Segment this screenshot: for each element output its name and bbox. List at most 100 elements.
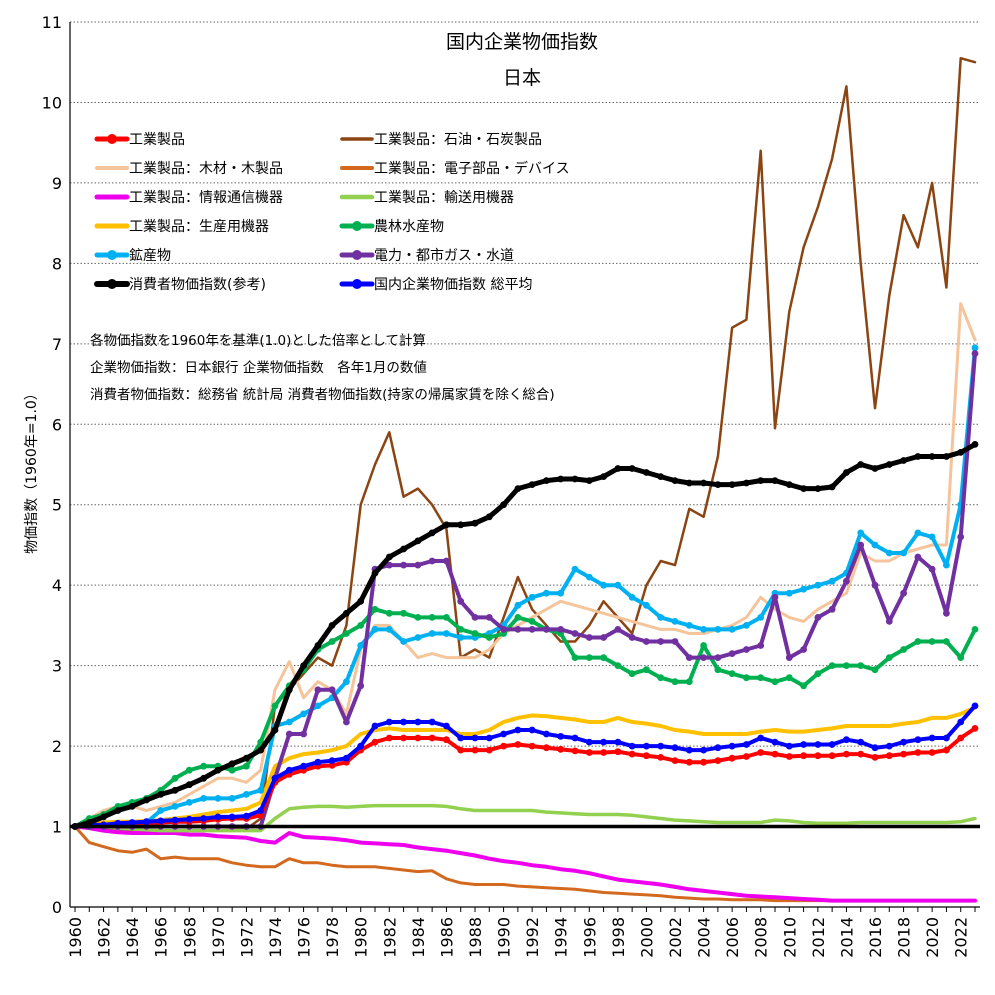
data-point xyxy=(143,796,150,804)
data-point xyxy=(785,589,793,597)
data-point xyxy=(671,618,679,625)
data-point xyxy=(214,766,222,774)
data-point xyxy=(643,638,650,645)
data-point xyxy=(343,678,350,686)
data-point xyxy=(814,670,822,678)
series-line xyxy=(73,803,977,833)
data-point xyxy=(700,746,707,754)
data-point xyxy=(385,718,393,726)
data-point xyxy=(457,634,465,641)
data-point xyxy=(871,541,879,549)
data-point xyxy=(857,541,865,549)
data-point xyxy=(814,485,822,492)
x-tick-label: 1960 xyxy=(66,917,85,958)
data-point xyxy=(943,609,950,617)
data-point xyxy=(600,654,607,661)
data-point xyxy=(357,642,365,649)
data-point xyxy=(900,646,907,653)
data-point xyxy=(943,746,950,754)
data-point xyxy=(714,666,722,674)
data-point xyxy=(243,754,250,762)
data-point xyxy=(514,741,522,748)
data-point xyxy=(428,718,436,726)
x-tick-label: 1976 xyxy=(295,917,314,958)
data-point xyxy=(600,473,607,480)
data-point xyxy=(757,674,765,682)
data-point xyxy=(857,529,865,537)
data-point xyxy=(757,734,765,742)
series-line xyxy=(73,703,977,829)
data-point xyxy=(428,734,436,742)
data-point xyxy=(685,678,693,686)
data-point xyxy=(743,479,750,487)
data-point xyxy=(457,597,465,605)
data-point xyxy=(143,818,150,826)
data-point xyxy=(800,485,807,492)
data-point xyxy=(414,537,422,545)
data-point xyxy=(443,521,450,529)
data-point xyxy=(257,807,265,814)
data-point xyxy=(371,569,379,577)
data-point xyxy=(500,730,507,738)
data-point xyxy=(657,754,665,761)
data-point xyxy=(657,674,665,682)
data-point xyxy=(471,614,479,621)
data-point xyxy=(400,545,407,553)
data-point xyxy=(828,662,836,669)
x-tick-label: 1980 xyxy=(352,917,371,958)
data-point xyxy=(743,622,750,629)
data-point xyxy=(171,816,179,824)
x-tick-label: 2010 xyxy=(780,917,799,958)
data-point xyxy=(685,758,693,766)
x-tick-label: 1988 xyxy=(466,917,485,958)
data-point xyxy=(628,634,636,641)
data-point xyxy=(871,754,879,761)
data-point xyxy=(443,614,450,621)
data-point xyxy=(443,557,450,565)
data-point xyxy=(971,344,979,352)
data-point xyxy=(614,581,622,589)
data-point xyxy=(843,662,850,669)
data-point xyxy=(657,638,665,645)
data-point xyxy=(200,774,208,782)
data-point xyxy=(314,686,322,694)
data-point xyxy=(671,477,679,484)
data-point xyxy=(543,730,550,738)
data-point xyxy=(557,589,565,597)
data-point xyxy=(171,774,179,782)
data-point xyxy=(671,757,679,764)
x-tick-label: 1994 xyxy=(552,917,571,958)
data-point xyxy=(828,752,836,760)
data-point xyxy=(700,479,707,487)
data-point xyxy=(743,646,750,653)
x-tick-label: 2014 xyxy=(837,917,856,958)
data-point xyxy=(285,718,293,726)
data-point xyxy=(957,533,965,541)
data-point xyxy=(371,722,379,730)
data-point xyxy=(128,803,136,810)
data-point xyxy=(571,630,579,637)
x-tick-label: 2000 xyxy=(637,917,656,958)
data-point xyxy=(414,561,422,569)
data-point xyxy=(328,622,336,629)
data-point xyxy=(685,622,693,629)
data-point xyxy=(928,638,936,645)
data-point xyxy=(328,762,336,769)
data-point xyxy=(671,638,679,645)
data-point xyxy=(414,734,422,742)
y-tick-label: 10 xyxy=(42,93,62,112)
data-point xyxy=(643,752,650,760)
x-tick-label: 2012 xyxy=(809,917,828,958)
legend-label: 工業製品：生産用機器 xyxy=(129,219,269,235)
data-point xyxy=(957,718,965,726)
x-tick-label: 2006 xyxy=(723,917,742,958)
data-point xyxy=(843,577,850,585)
data-point xyxy=(785,481,793,488)
data-point xyxy=(800,646,807,653)
data-point xyxy=(628,742,636,750)
data-point xyxy=(728,754,736,762)
x-tick-label: 1962 xyxy=(95,917,114,958)
data-point xyxy=(814,752,822,760)
data-point xyxy=(571,654,579,661)
data-point xyxy=(671,678,679,686)
